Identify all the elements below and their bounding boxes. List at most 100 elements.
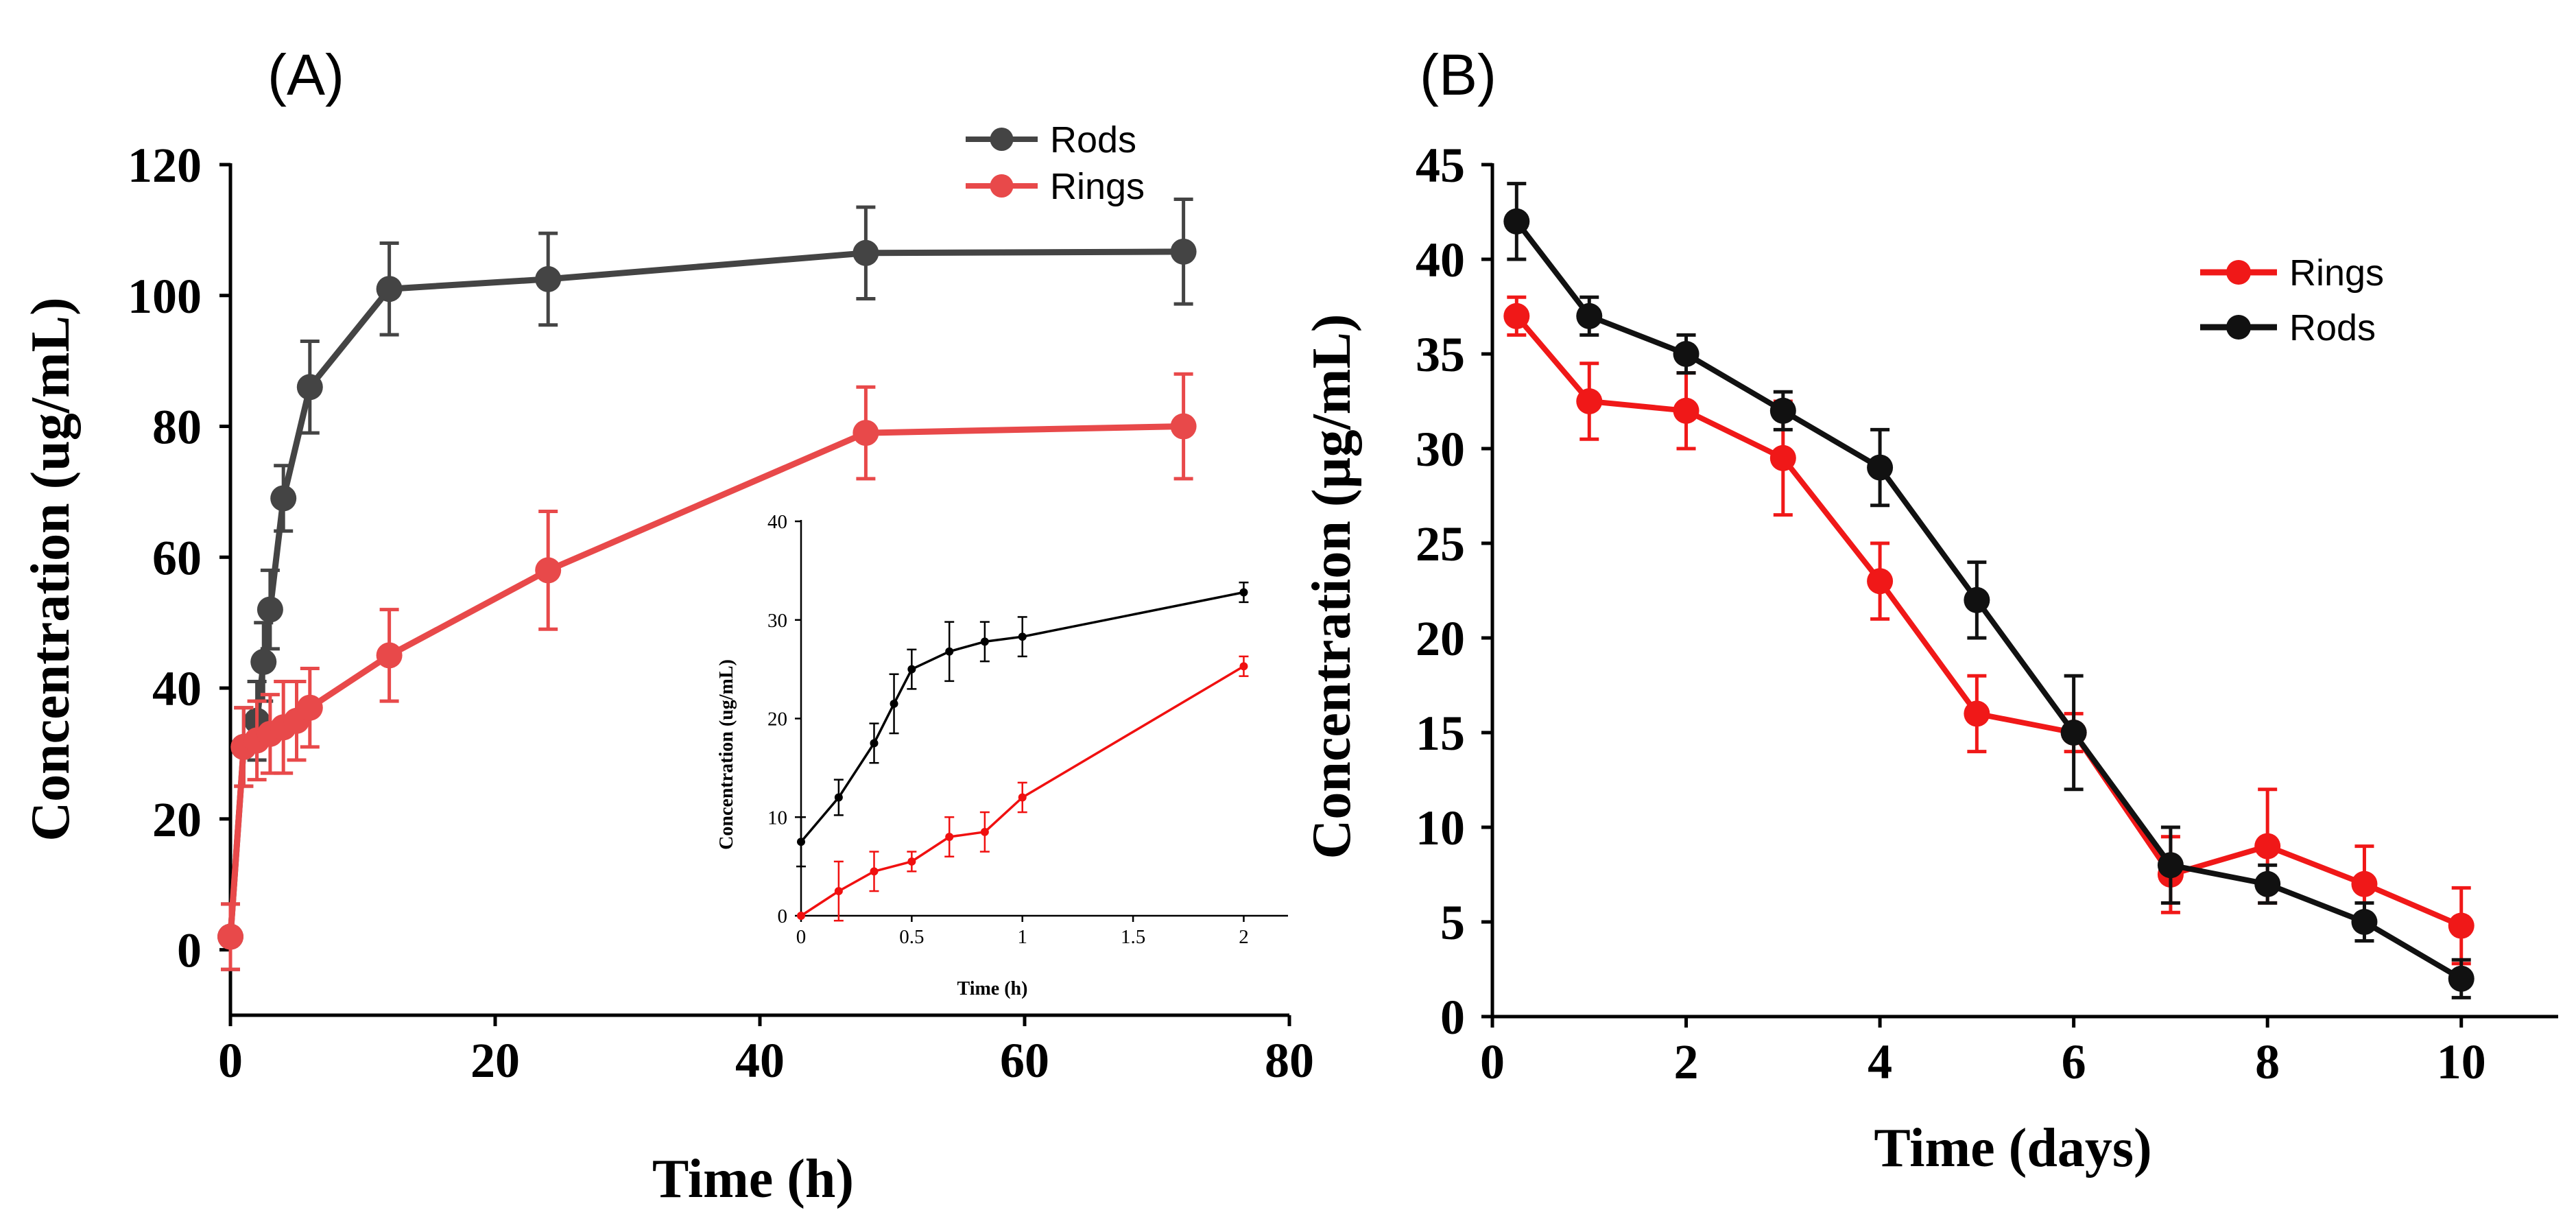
- data-point-rods: [257, 596, 283, 623]
- data-point-rods: [797, 838, 805, 846]
- y-tick-label: 30: [767, 610, 787, 632]
- series-rings: [797, 655, 1249, 922]
- y-tick-label: 5: [1440, 895, 1465, 950]
- data-point-rings: [1018, 793, 1027, 802]
- y-tick-label: 25: [1416, 517, 1465, 571]
- legend-label-rings: Rings: [2289, 252, 2384, 294]
- y-tick-label: 10: [767, 807, 787, 829]
- y-tick-label: 40: [767, 511, 787, 533]
- data-point-rods: [834, 793, 843, 802]
- y-tick-label: 40: [152, 661, 202, 716]
- x-tick-label: 60: [1000, 1033, 1049, 1088]
- data-point-rods: [870, 739, 879, 748]
- y-tick-label: 40: [1416, 233, 1465, 287]
- y-tick-label: 100: [128, 269, 202, 324]
- x-tick-label: 2: [1239, 926, 1249, 948]
- panel-b-y-axis-title: Concentration (µg/mL): [1302, 314, 1362, 860]
- x-tick-label: 1.5: [1121, 926, 1145, 948]
- x-tick-label: 0: [218, 1033, 243, 1088]
- data-point-rings: [1503, 303, 1530, 329]
- y-tick-label: 0: [177, 923, 202, 978]
- panel-b-label: (B): [1420, 43, 1496, 107]
- series-rods: [796, 581, 1249, 868]
- y-tick-label: 0: [1440, 990, 1465, 1045]
- data-point-rods: [1769, 397, 1796, 424]
- x-tick-label: 0: [796, 926, 807, 948]
- x-tick-label: 10: [2437, 1034, 2486, 1089]
- data-point-rings: [1964, 700, 1990, 727]
- data-point-rings: [1170, 413, 1197, 440]
- data-point-rods: [250, 648, 277, 675]
- panel-a-y-axis-title: Concentration (ug/mL): [21, 297, 81, 841]
- data-point-rods: [1576, 303, 1603, 329]
- data-point-rings: [2448, 912, 2474, 939]
- y-tick-label: 15: [1416, 706, 1465, 761]
- panel-b-plot: 0 2 4 6 8 10 0 5 10 15 20 25 30 35 40 45: [1416, 138, 2558, 1089]
- y-tick-label: 20: [1416, 611, 1465, 666]
- data-point-rods: [907, 665, 916, 674]
- y-tick-label: 80: [152, 400, 202, 455]
- x-tick-label: 1: [1017, 926, 1027, 948]
- data-point-rods: [980, 637, 989, 646]
- series-line-rods: [227, 248, 1184, 937]
- data-point-rings: [1239, 662, 1248, 671]
- data-point-rods: [1964, 586, 1990, 613]
- data-point-rods: [270, 485, 297, 512]
- y-tick-label: 0: [778, 905, 788, 927]
- data-point-rods: [2060, 720, 2087, 746]
- legend-marker-rings: [2226, 260, 2251, 285]
- inset-x-axis-title: Time (h): [957, 978, 1028, 999]
- data-point-rings: [852, 420, 879, 447]
- panel-a-inset: Concentration (ug/mL) Time (h) 0 0.5 1 1.5 2…: [716, 511, 1288, 999]
- legend-label-rings: Rings: [1050, 166, 1145, 207]
- y-tick-label: 20: [152, 792, 202, 847]
- x-tick-label: 2: [1674, 1034, 1699, 1089]
- legend-marker-rods: [2226, 315, 2251, 340]
- x-tick-label: 8: [2255, 1034, 2280, 1089]
- data-point-rods: [1239, 588, 1248, 597]
- legend-marker-rods: [990, 128, 1014, 151]
- y-tick-label: 20: [767, 709, 787, 731]
- data-point-rods: [1503, 208, 1530, 235]
- x-tick-label: 4: [1868, 1034, 1892, 1089]
- y-tick-label: 10: [1416, 801, 1465, 855]
- data-point-rods: [1673, 341, 1700, 367]
- x-tick-label: 0.5: [899, 926, 924, 948]
- data-point-rods: [296, 374, 323, 401]
- chart-panel-a: (A) Concentration (ug/mL) Time (h) 0 20 40…: [21, 43, 1314, 1209]
- data-point-rings: [296, 694, 323, 721]
- x-tick-label: 80: [1265, 1033, 1314, 1088]
- panel-a-label: (A): [267, 43, 344, 107]
- panel-a-legend: Rods Rings: [966, 119, 1145, 207]
- inset-y-axis-title: Concentration (ug/mL): [716, 659, 737, 850]
- data-point-rods: [1867, 454, 1894, 481]
- series-rods: [1503, 182, 2474, 999]
- data-point-rings: [1867, 568, 1894, 595]
- series-line-rings: [227, 423, 1184, 937]
- data-point-rings: [980, 827, 989, 836]
- data-point-rings: [1673, 397, 1700, 424]
- data-point-rings: [1576, 388, 1603, 414]
- x-tick-label: 20: [470, 1033, 520, 1088]
- y-tick-label: 60: [152, 530, 202, 585]
- data-point-rings: [834, 887, 843, 896]
- data-point-rods: [535, 265, 562, 292]
- y-tick-label: 30: [1416, 422, 1465, 477]
- data-point-rods: [1170, 238, 1197, 265]
- data-point-rods: [945, 647, 954, 656]
- data-point-rings: [907, 857, 916, 866]
- data-point-rods: [2254, 870, 2281, 897]
- x-tick-label: 40: [735, 1033, 785, 1088]
- data-point-rods: [376, 276, 403, 303]
- x-tick-label: 6: [2062, 1034, 2086, 1089]
- data-point-rings: [217, 923, 243, 950]
- legend-label-rods: Rods: [2289, 307, 2376, 348]
- data-point-rings: [2254, 833, 2281, 860]
- data-point-rods: [2157, 852, 2184, 879]
- data-point-rings: [1769, 444, 1796, 471]
- data-point-rings: [797, 912, 805, 920]
- data-point-rods: [2448, 965, 2474, 992]
- series-rods: [217, 198, 1197, 971]
